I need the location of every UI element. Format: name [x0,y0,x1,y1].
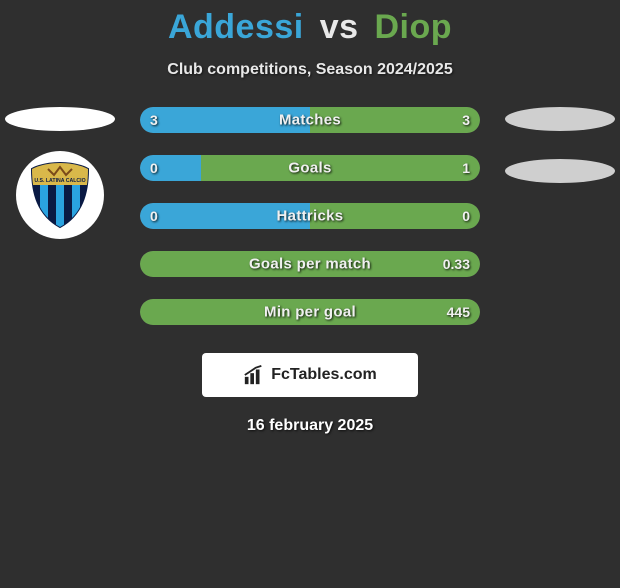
date-label: 16 february 2025 [0,417,620,435]
stat-fill-right [201,155,480,181]
stat-bar: 33Matches [140,107,480,133]
branding-box: FcTables.com [202,353,418,397]
club-crest: U.S. LATINA CALCIO [16,151,104,239]
stat-fill-right [310,203,480,229]
right-column [500,107,620,211]
stat-fill-right [310,107,480,133]
stat-bar: 00Hattricks [140,203,480,229]
player2-placeholder-ellipse-2 [505,159,615,183]
stat-bar: 01Goals [140,155,480,181]
player1-name: Addessi [168,8,304,46]
stat-fill-right [140,299,480,325]
player2-placeholder-ellipse-1 [505,107,615,131]
chart-icon [243,364,265,386]
stat-fill-left [140,155,201,181]
branding-label: FcTables.com [271,366,377,384]
subtitle: Club competitions, Season 2024/2025 [0,61,620,79]
stat-bar: 445Min per goal [140,299,480,325]
crest-text: U.S. LATINA CALCIO [34,178,85,184]
comparison-title: Addessi vs Diop [0,8,620,47]
player1-placeholder-ellipse [5,107,115,131]
crest-icon: U.S. LATINA CALCIO [24,159,96,231]
left-column: U.S. LATINA CALCIO [0,107,120,239]
vs-label: vs [320,8,359,46]
stat-fill-left [140,203,310,229]
stat-fill-right [140,251,480,277]
stat-bars: 33Matches 01Goals 00Hattricks 0.33Goals per… [140,107,480,325]
stat-bar: 0.33Goals per match [140,251,480,277]
player2-name: Diop [374,8,452,46]
stat-fill-left [140,107,310,133]
content-area: U.S. LATINA CALCIO 33Matches 01Goals 00Hat… [0,107,620,435]
